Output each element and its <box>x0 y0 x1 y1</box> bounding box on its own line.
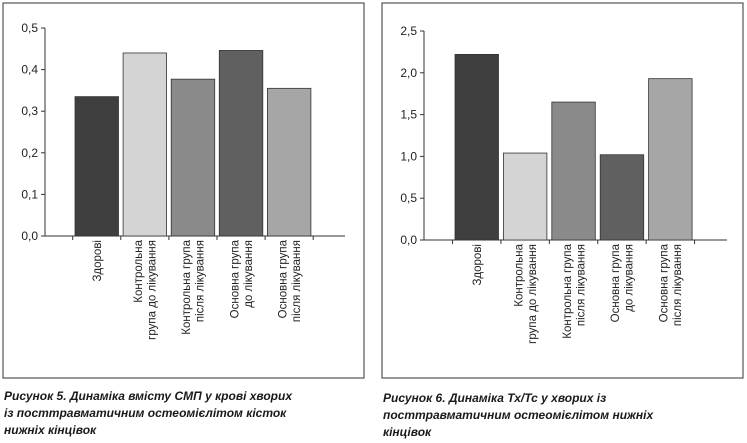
y-tick-label: 1,5 <box>400 108 417 122</box>
chart-body: 0,0 0,1 0,2 0,3 0,4 0,5 Здорові Контрольна група… <box>2 2 365 379</box>
bar <box>648 78 693 241</box>
category-label-line: Здорові <box>92 240 104 282</box>
category-label: Контрольна група до лікування <box>513 243 539 343</box>
category-label-line: після лікування <box>672 244 684 326</box>
y-tick-label: 2,5 <box>400 24 417 38</box>
category-label: Здорові <box>92 240 104 282</box>
y-tick-label: 0,0 <box>400 233 417 247</box>
bar <box>74 96 119 237</box>
category-label-line: Основна група <box>277 239 289 318</box>
bar <box>551 101 596 241</box>
category-label-line: до лікування <box>624 244 636 312</box>
category-label: Контрольна група після лікування <box>562 243 588 338</box>
category-label-line: Контрольна <box>133 239 145 302</box>
caption-figure-5: Рисунок 5. Динаміка вмісту СМП у крові х… <box>4 389 293 437</box>
category-label: Контрольна група після лікування <box>181 239 207 334</box>
category-label-line: Контрольна <box>513 243 525 306</box>
y-tick-label: 2,0 <box>400 66 417 80</box>
bar <box>122 52 167 237</box>
caption-figure-6: Рисунок 6. Динаміка Тх/Тс у хворих із по… <box>383 391 654 439</box>
category-label-line: Основна група <box>659 243 671 322</box>
bar <box>218 50 264 237</box>
category-label-line: до лікування <box>243 240 255 308</box>
category-label-line: Контрольна група <box>181 239 193 334</box>
y-tick-label: 0,5 <box>21 21 38 35</box>
category-label: Контрольна група до лікування <box>133 239 159 339</box>
category-label: Основна група після лікування <box>659 243 685 326</box>
y-tick-label: 0,1 <box>21 187 38 201</box>
category-label-line: після лікування <box>575 244 587 326</box>
category-label: Основна група до лікування <box>229 239 255 318</box>
y-tick-label: 0,2 <box>21 146 38 160</box>
bar <box>454 54 499 241</box>
y-tick-label: 0,4 <box>21 63 38 77</box>
category-label-line: після лікування <box>195 240 207 322</box>
category-label-line: Основна група <box>229 239 241 318</box>
bar <box>502 152 548 241</box>
category-label: Основна група до лікування <box>610 243 636 322</box>
category-label-line: Здорові <box>472 244 484 286</box>
y-tick-label: 0,3 <box>21 104 38 118</box>
category-label-line: Контрольна група <box>562 243 574 338</box>
bar <box>266 87 312 237</box>
category-label-line: Основна група <box>610 243 622 322</box>
category-label: Здорові <box>472 244 484 286</box>
y-tick-label: 0,5 <box>400 191 417 205</box>
category-label-line: група до лікування <box>147 240 159 340</box>
chart-body: 0,0 0,5 1,0 1,5 2,0 2,5 Здорові Контрольна група… <box>381 2 744 379</box>
bar <box>599 154 645 241</box>
category-label-line: після лікування <box>291 240 303 322</box>
y-tick-label: 0,0 <box>21 229 38 243</box>
y-tick-label: 1,0 <box>400 149 417 163</box>
bar <box>170 78 216 237</box>
category-label-line: група до лікування <box>527 244 539 344</box>
category-label: Основна група після лікування <box>277 239 303 322</box>
